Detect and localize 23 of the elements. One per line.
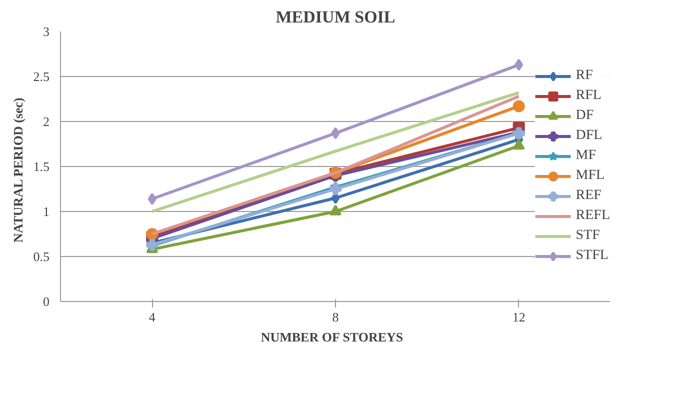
x-tick-label: 8 bbox=[332, 310, 339, 324]
y-axis-title: NATURAL PERIOD (sec) bbox=[10, 98, 26, 243]
y-tick-label: 0 bbox=[43, 294, 50, 309]
chart-title: MEDIUM SOIL bbox=[276, 8, 396, 26]
legend-label: RF bbox=[576, 68, 594, 84]
y-tick-label: 3 bbox=[43, 24, 50, 39]
y-tick-label: 1.5 bbox=[33, 159, 50, 174]
legend-label: STFL bbox=[576, 248, 608, 264]
legend-label: DF bbox=[576, 108, 595, 124]
legend-label: MF bbox=[576, 148, 596, 164]
legend-label: REFL bbox=[576, 208, 610, 224]
y-tick-label: 1 bbox=[43, 204, 50, 219]
legend-label: MFL bbox=[576, 168, 605, 184]
y-tick-label: 2 bbox=[43, 114, 50, 129]
legend-label: REF bbox=[576, 188, 602, 204]
y-tick-label: 2.5 bbox=[33, 69, 50, 84]
y-tick-label: 0.5 bbox=[33, 249, 50, 264]
x-tick-label: 4 bbox=[148, 310, 156, 324]
x-tick-label: 12 bbox=[512, 310, 526, 324]
legend-label: STF bbox=[576, 228, 600, 244]
legend-label: RFL bbox=[576, 88, 602, 104]
legend-label: DFL bbox=[576, 128, 602, 144]
x-axis-title: NUMBER OF STOREYS bbox=[260, 330, 404, 344]
